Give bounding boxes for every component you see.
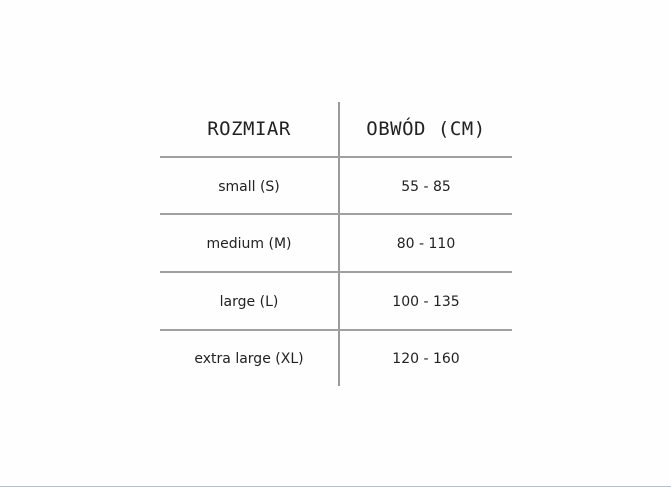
- table-cell-range: 120 - 160: [392, 351, 460, 367]
- row-divider: [160, 156, 512, 158]
- table-cell-size: medium (M): [206, 236, 292, 252]
- header-size: ROZMIAR: [207, 118, 291, 140]
- table-cell-size: extra large (XL): [194, 351, 304, 367]
- row-divider: [160, 213, 512, 215]
- row-divider: [160, 271, 512, 273]
- table-cell-size: large (L): [219, 294, 279, 310]
- column-divider: [338, 102, 340, 386]
- table-cell-range: 100 - 135: [392, 294, 460, 310]
- row-divider: [160, 329, 512, 331]
- table-cell-size: small (S): [218, 179, 280, 195]
- table-cell-range: 80 - 110: [396, 236, 456, 252]
- table-cell-range: 55 - 85: [401, 179, 451, 195]
- header-circumference: OBWÓD (CM): [366, 118, 486, 140]
